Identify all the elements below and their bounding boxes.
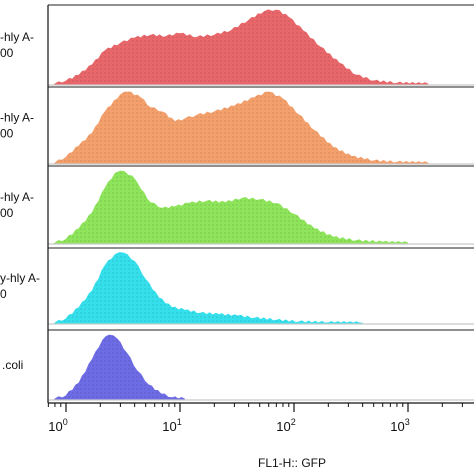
sample-label-2-line-1: -hly A- bbox=[0, 111, 34, 125]
x-tick-label: 103 bbox=[390, 417, 409, 434]
x-axis: 100 101 102 103 bbox=[47, 402, 474, 434]
sample-label-4-line-1: y-hly A- bbox=[0, 271, 40, 285]
sample-label-3-line-1: -hly A- bbox=[0, 190, 34, 204]
histogram-area-series-3 bbox=[53, 170, 409, 244]
sample-labels: -hly A- 00 -hly A- 00 -hly A- 00 y-hly A- 0 .col… bbox=[0, 30, 40, 372]
x-tick-label: 100 bbox=[48, 417, 67, 434]
histogram-panels bbox=[47, 4, 474, 403]
histogram-area-series-2 bbox=[53, 91, 429, 164]
x-tick-label: 101 bbox=[162, 417, 181, 434]
histogram-area-series-1 bbox=[53, 9, 429, 85]
histogram-area-series-5 bbox=[53, 334, 185, 400]
sample-label-1-line-1: -hly A- bbox=[0, 30, 34, 44]
x-tick-label: 102 bbox=[276, 417, 295, 434]
sample-label-5-line-1: .coli bbox=[2, 358, 23, 372]
sample-label-2-line-2: 00 bbox=[0, 127, 14, 141]
sample-label-4-line-2: 0 bbox=[0, 287, 7, 301]
x-axis-label: FL1-H:: GFP bbox=[258, 456, 326, 470]
sample-label-3-line-2: 00 bbox=[0, 206, 14, 220]
sample-label-1-line-2: 00 bbox=[0, 46, 14, 60]
histogram-area-series-4 bbox=[53, 252, 363, 324]
